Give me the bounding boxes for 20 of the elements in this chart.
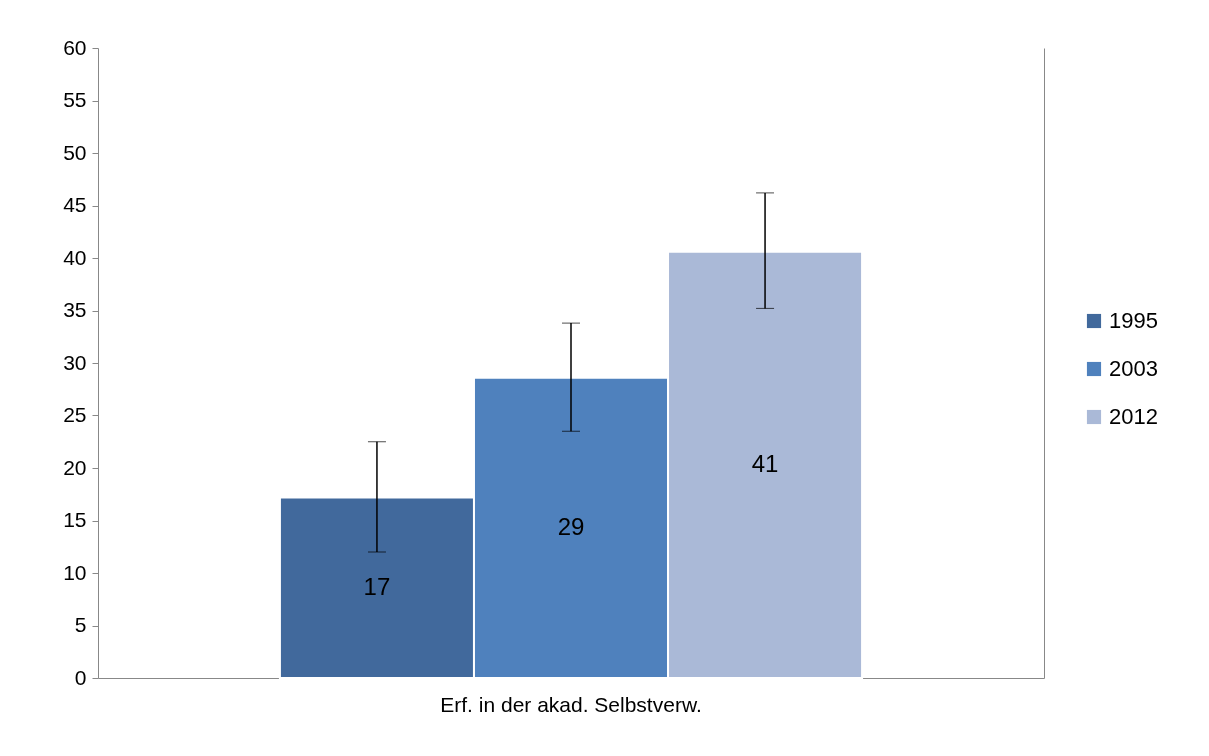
y-tick-label: 5: [74, 613, 87, 636]
data-label: 41: [751, 449, 779, 477]
y-tick-label: 25: [63, 403, 87, 426]
y-tick-label: 30: [63, 350, 87, 374]
x-tick-label: Erf. in der akad. Selbstverw.: [440, 692, 702, 716]
y-tick-label: 45: [63, 193, 87, 216]
y-tick-label: 0: [74, 665, 87, 689]
y-tick-label: 10: [63, 560, 87, 584]
y-tick-label: 60: [63, 35, 87, 59]
y-tick-label: 40: [63, 245, 87, 269]
y-tick-label: 55: [63, 88, 87, 111]
legend-label: 2012: [1109, 404, 1158, 429]
data-label: 17: [363, 572, 391, 600]
y-tick-label: 35: [63, 298, 87, 321]
y-tick-label: 20: [63, 455, 87, 479]
y-tick-label: 50: [63, 140, 87, 164]
y-tick-label: 15: [63, 508, 87, 531]
legend-label: 1995: [1109, 308, 1158, 333]
legend-label: 2003: [1109, 356, 1158, 381]
data-label: 29: [557, 512, 585, 540]
